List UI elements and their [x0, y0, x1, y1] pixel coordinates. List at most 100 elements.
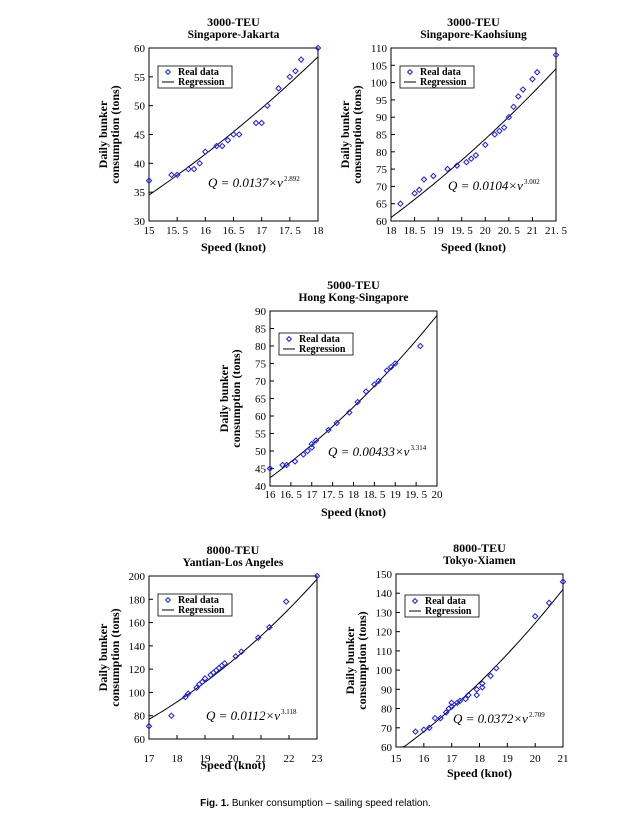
chart-3-xtick-label: 18 [348, 489, 360, 501]
chart-2-data-point [519, 86, 527, 93]
chart-1-ytick-label: 45 [134, 130, 146, 142]
chart-4-xtick-label: 21 [256, 753, 267, 765]
chart-4-legend-real-data: Real data [178, 595, 219, 606]
chart-5-xtick-label: 20 [530, 753, 542, 765]
chart-3-data-point [354, 398, 361, 406]
chart-1-xtick-label: 18 [313, 225, 325, 237]
chart-2-ylabel-line1: Daily bunker [338, 100, 352, 168]
chart-1-xtick-label: 17. 5 [279, 225, 302, 237]
chart-3-data-point [266, 465, 274, 472]
chart-5-xlabel: Speed (knot) [447, 766, 512, 780]
chart-3-data-point [304, 447, 311, 455]
chart-5-data-point [456, 697, 464, 705]
chart-2-ytick-label: 95 [376, 95, 388, 107]
chart-2-data-point [453, 162, 461, 169]
chart-2-xtick-label: 18 [386, 225, 398, 237]
chart-2-xtick-label: 19 [433, 225, 445, 237]
chart-3-ytick-label: 90 [255, 306, 267, 318]
chart-4-ylabel-line2: consumption (tons) [108, 608, 122, 706]
chart-4-xtick-label: 19 [200, 753, 212, 765]
chart-1-ytick-label: 50 [134, 101, 146, 113]
chart-2-ytick-label: 110 [371, 43, 388, 55]
chart-1-equation: Q = 0.0137×v [208, 175, 283, 190]
chart-5-legend-real-data: Real data [425, 596, 466, 607]
chart-4-data-point [201, 675, 209, 682]
chart-3-data-point [387, 363, 395, 371]
chart-2-ytick-label: 85 [376, 130, 388, 142]
chart-1-ytick-label: 40 [134, 158, 146, 170]
chart-5-data-point [478, 684, 486, 691]
chart-1-data-point [168, 171, 175, 179]
chart-5-data-point [465, 691, 472, 699]
chart-1-legend-marker [164, 68, 172, 76]
chart-1-data-point [235, 131, 243, 138]
chart-3-xtick-label: 16 [265, 489, 277, 501]
chart-3-data-point [308, 440, 316, 448]
chart-5-ytick-label: 130 [376, 607, 393, 619]
chart-1-ytick-label: 35 [134, 187, 146, 199]
chart-5-data-point [426, 724, 433, 732]
chart-2-data-point [500, 124, 508, 131]
chart-3-xlabel: Speed (knot) [321, 505, 386, 519]
chart-2-xtick-label: 18. 5 [404, 225, 427, 237]
chart-4-data-point [168, 712, 175, 720]
chart-4-xtick-label: 23 [312, 753, 324, 765]
chart-2-data-point [491, 131, 499, 138]
chart-4-xtick-label: 18 [172, 753, 184, 765]
chart-2-regression-line [390, 68, 557, 218]
chart-3-legend-box [278, 332, 354, 356]
chart-4-ytick-label: 100 [129, 687, 146, 699]
chart-4-data-point [266, 623, 273, 631]
chart-5-ytick-label: 70 [381, 723, 393, 735]
chart-3-data-point [371, 381, 378, 388]
chart-5-ytick-label: 100 [376, 665, 393, 677]
chart-3-legend-regression: Regression [299, 344, 346, 355]
chart-2-subtitle: Singapore-Kaohsiung [420, 29, 527, 41]
chart-1-data-point [213, 142, 220, 150]
chart-5-ytick-label: 60 [381, 742, 393, 754]
chart-2-legend-real-data: Real data [420, 67, 461, 78]
chart-5-ytick-label: 110 [376, 646, 393, 658]
chart-1-xtick-label: 15 [144, 225, 156, 237]
chart-5-data-point [412, 728, 419, 735]
chart-2-equation-exponent: 3.002 [524, 178, 540, 186]
chart-1-ytick-label: 30 [134, 216, 146, 228]
chart-4-ytick-label: 200 [129, 571, 146, 583]
chart-2-data-point [415, 186, 423, 194]
chart-5-data-point [473, 686, 481, 693]
chart-2-data-point [510, 103, 517, 111]
chart-5-data-point [492, 664, 500, 672]
chart-5-ylabel-line1: Daily bunker [343, 626, 357, 694]
chart-3-data-point [300, 451, 307, 458]
chart-2-data-point [397, 200, 404, 208]
chart-2-legend-regression: Regression [420, 77, 467, 88]
chart-1-ylabel-line2: consumption (tons) [108, 85, 122, 183]
chart-2-data-point [481, 141, 489, 149]
chart-2-xtick-label: 20. 5 [498, 225, 521, 237]
chart-3-ytick-label: 40 [255, 481, 267, 493]
chart-2-data-point [529, 75, 536, 83]
chart-5-xtick-label: 16 [418, 753, 430, 765]
chart-4-data-point [145, 722, 153, 730]
chart-3-xtick-label: 17. 5 [322, 489, 345, 501]
chart-3-xtick-label: 16. 5 [280, 489, 303, 501]
figure-caption: Fig. 1. Bunker consumption – sailing spe… [0, 798, 631, 809]
caption-label: Fig. 1. [200, 798, 230, 809]
chart-1-data-point [196, 160, 204, 167]
chart-5-xtick-label: 18 [474, 753, 486, 765]
chart-4-ytick-label: 80 [134, 711, 146, 723]
chart-3-data-point [383, 367, 391, 374]
chart-3-data-point [416, 342, 424, 350]
chart-3-data-point [291, 458, 299, 465]
chart-4-xtick-label: 22 [284, 753, 295, 765]
chart-5-data-point [431, 714, 439, 722]
chart-3-data-point [362, 388, 370, 395]
chart-5-data-point [473, 691, 481, 699]
chart-1-data-point [230, 131, 237, 138]
chart-2-ytick-label: 70 [376, 181, 388, 193]
chart-4-equation-exponent: 3.118 [281, 708, 297, 716]
chart-5-xtick-label: 21 [558, 753, 569, 765]
chart-5-data-point [462, 695, 469, 703]
chart-2-data-point [430, 172, 437, 180]
chart-1-xtick-label: 15. 5 [166, 225, 189, 237]
